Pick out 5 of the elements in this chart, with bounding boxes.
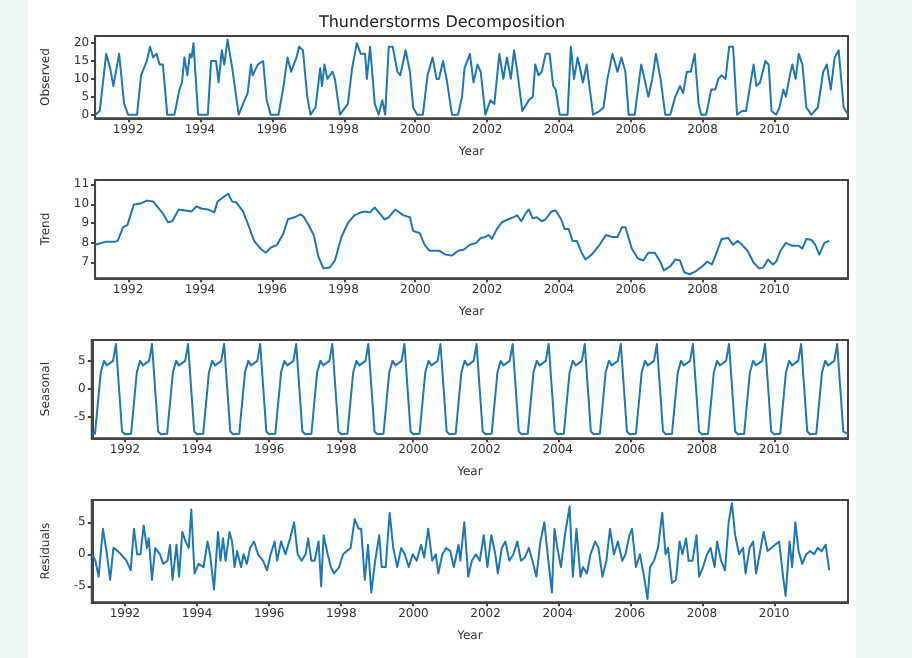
line-series	[91, 502, 831, 601]
line-series	[94, 192, 831, 276]
line-series	[94, 38, 849, 116]
chart-title: Thunderstorms Decomposition	[316, 13, 566, 31]
line-series	[90, 342, 849, 436]
